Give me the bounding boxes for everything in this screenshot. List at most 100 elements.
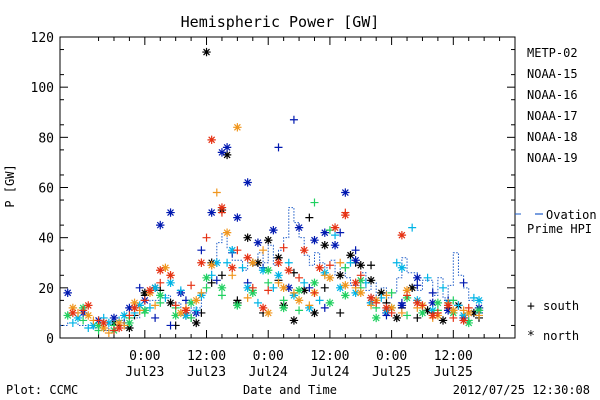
noaa-19-north-point: [428, 311, 437, 320]
noaa-19-north-point: [228, 263, 237, 272]
noaa-16-north-point: [428, 306, 437, 315]
noaa-15-north-point: [413, 273, 422, 282]
noaa-18-north-point: [222, 228, 232, 237]
noaa-15-north-point: [284, 283, 293, 293]
noaa-17-north-point: [217, 283, 227, 293]
noaa-16-south-point: [454, 301, 463, 310]
noaa-18-north-point: [161, 263, 170, 272]
noaa-15-south-point: [336, 228, 345, 237]
metp-02-north-point: [264, 235, 273, 245]
noaa-16-north-point: [89, 321, 98, 330]
noaa-18-north-point: [114, 318, 124, 328]
noaa-19-north-point: [413, 298, 422, 308]
noaa-19-south-point: [310, 288, 319, 297]
noaa-15-north-point: [166, 208, 175, 217]
noaa-19-south-point: [156, 278, 165, 287]
noaa-17-north-point: [63, 311, 72, 320]
noaa-18-south-point: [228, 271, 237, 280]
noaa-18-north-point: [341, 281, 350, 290]
metp-02-north-point: [320, 240, 329, 250]
legend-entry: NOAA-19: [527, 151, 578, 165]
legend: METP-02 NOAA-15 NOAA-16 NOAA-17 NOAA-18 NOAA-…: [515, 46, 597, 344]
noaa-18-north-point: [248, 258, 257, 267]
x-tick-label-time: 0:00: [253, 349, 284, 364]
noaa-17-north-point: [341, 291, 350, 300]
plot-credit: Plot: CCMC: [6, 383, 78, 397]
noaa-16-north-point: [166, 278, 175, 288]
metp-02-north-point: [243, 233, 252, 242]
noaa-19-south-point: [171, 301, 180, 310]
noaa-15-north-point: [351, 256, 360, 265]
noaa-16-north-point: [459, 311, 468, 320]
metp-02-north-point: [166, 298, 175, 308]
noaa-18-south-point: [475, 311, 484, 320]
legend-entry: NOAA-17: [527, 109, 578, 123]
noaa-18-north-point: [325, 273, 335, 282]
noaa-16-north-point: [351, 288, 360, 298]
metp-02-north-point: [407, 283, 417, 293]
metp-02-north-point: [140, 288, 150, 298]
noaa-16-south-point: [192, 306, 201, 315]
noaa-16-north-point: [228, 246, 237, 255]
x-tick-label-date: Jul23: [187, 365, 226, 380]
y-axis-label: P [GW]: [3, 164, 17, 207]
noaa-17-south-point: [187, 313, 196, 322]
noaa-15-south-point: [320, 303, 329, 312]
noaa-17-north-point: [171, 311, 180, 320]
noaa-15-north-point: [269, 225, 278, 235]
metp-02-north-point: [438, 316, 448, 325]
noaa-18-north-point: [402, 286, 412, 295]
noaa-19-north-point: [181, 306, 191, 315]
metp-02-north-point: [346, 251, 355, 260]
noaa-16-north-point: [181, 311, 191, 320]
noaa-16-north-point: [397, 263, 407, 272]
noaa-19-south-point: [295, 273, 304, 282]
noaa-18-north-point: [207, 261, 216, 270]
noaa-15-south-point: [274, 143, 283, 152]
noaa-16-north-point: [474, 296, 484, 305]
noaa-16-south-point: [408, 223, 417, 232]
noaa-15-north-point: [243, 178, 252, 187]
plot-area: 0204060801001200:00Jul2312:00Jul230:00Ju…: [31, 31, 516, 380]
noaa-17-south-point: [279, 296, 288, 305]
noaa-17-north-point: [310, 278, 319, 288]
metp-02-south-point: [305, 213, 314, 222]
noaa-16-south-point: [315, 296, 324, 305]
noaa-16-north-point: [73, 313, 83, 323]
noaa-15-south-point: [151, 313, 160, 322]
noaa-19-north-point: [156, 266, 165, 275]
noaa-17-north-point: [418, 308, 427, 318]
noaa-15-north-point: [397, 301, 407, 310]
noaa-16-south-point: [284, 258, 293, 267]
x-tick-label-time: 12:00: [310, 349, 349, 364]
legend-ovation-label: Ovation Prime HPI: [527, 208, 597, 236]
noaa-16-south-point: [68, 318, 77, 327]
noaa-19-north-point: [284, 266, 293, 275]
noaa-16-south-point: [331, 231, 340, 240]
legend-entry: NOAA-15: [527, 67, 578, 81]
noaa-16-south-point: [423, 273, 432, 282]
metp-02-south-point: [367, 261, 376, 270]
noaa-15-north-point: [330, 240, 340, 250]
noaa-17-north-point: [279, 303, 288, 313]
noaa-18-south-point: [212, 188, 221, 197]
noaa-16-north-point: [335, 283, 345, 293]
noaa-17-north-point: [125, 318, 134, 328]
plot-frame: [59, 36, 516, 339]
x-tick-label-date: Jul23: [125, 365, 164, 380]
noaa-15-north-point: [233, 213, 242, 222]
noaa-19-north-point: [130, 303, 139, 313]
noaa-18-north-point: [464, 308, 473, 318]
metp-02-north-point: [366, 276, 376, 285]
noaa-19-north-point: [459, 316, 468, 325]
noaa-17-north-point: [233, 301, 242, 310]
noaa-15-north-point: [320, 228, 329, 237]
metp-02-south-point: [217, 271, 226, 280]
noaa-19-south-point: [125, 311, 134, 320]
noaa-19-south-point: [264, 286, 273, 295]
x-tick-label-time: 0:00: [376, 349, 407, 364]
y-tick-label: 0: [46, 332, 54, 347]
noaa-17-north-point: [464, 318, 473, 328]
metp-02-north-point: [274, 253, 283, 262]
noaa-18-south-point: [397, 308, 406, 317]
